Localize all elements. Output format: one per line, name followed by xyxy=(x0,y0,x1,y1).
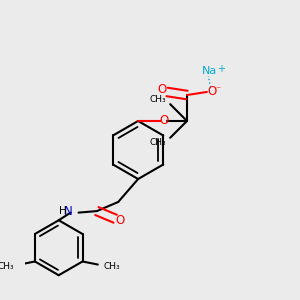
Text: O: O xyxy=(116,214,125,227)
Text: O: O xyxy=(207,85,216,98)
Text: Na: Na xyxy=(202,66,218,76)
Text: ⁻: ⁻ xyxy=(215,85,220,95)
Text: CH₃: CH₃ xyxy=(150,95,166,104)
Text: O: O xyxy=(160,115,169,128)
Text: CH₃: CH₃ xyxy=(150,138,166,147)
Text: O: O xyxy=(158,83,167,96)
Text: CH₃: CH₃ xyxy=(103,262,120,271)
Text: N: N xyxy=(64,205,73,218)
Text: CH₃: CH₃ xyxy=(0,262,14,271)
Text: H: H xyxy=(58,206,66,216)
Text: +: + xyxy=(218,64,226,74)
